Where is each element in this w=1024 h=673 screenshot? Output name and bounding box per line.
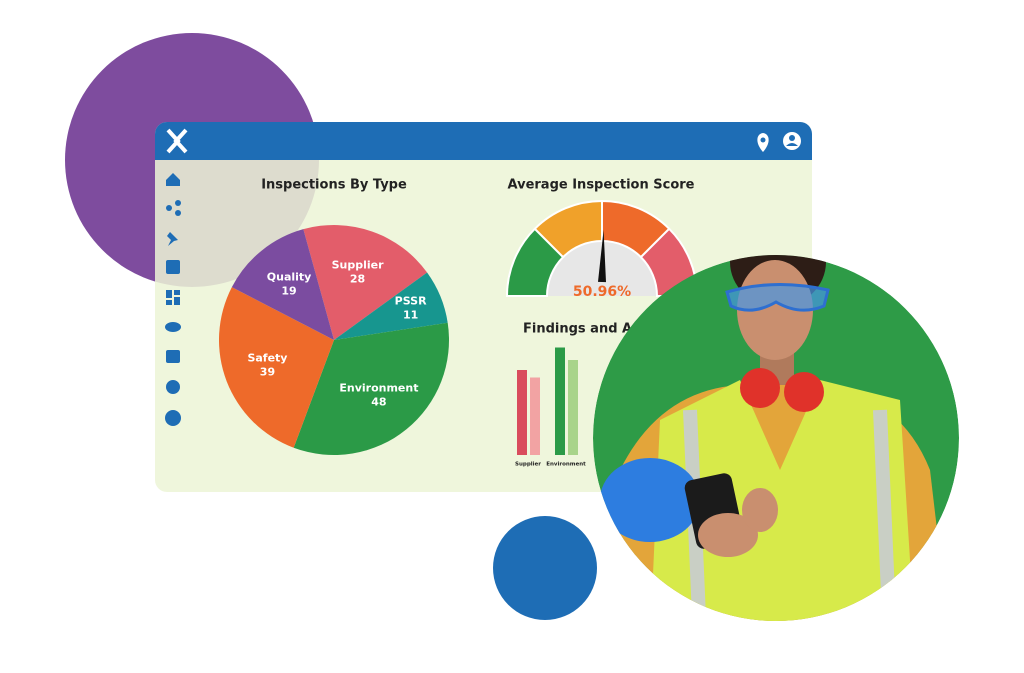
charts: Supplier28PSSR11Environment48Safety39Qua… bbox=[219, 199, 699, 468]
pie-slice bbox=[303, 225, 428, 340]
eye-icon[interactable] bbox=[165, 322, 181, 332]
dashboard-icon[interactable] bbox=[166, 290, 180, 305]
slice-value: 11 bbox=[403, 309, 418, 322]
bar bbox=[555, 347, 565, 455]
worker-photo bbox=[593, 255, 959, 621]
pie-slice bbox=[334, 272, 448, 340]
slice-value: 19 bbox=[281, 285, 296, 298]
slice-label: Safety bbox=[247, 352, 287, 365]
bar bbox=[517, 370, 527, 455]
bar bbox=[568, 360, 578, 455]
logo[interactable] bbox=[166, 128, 188, 154]
x-tick-label: Supplier bbox=[515, 462, 541, 468]
slice-label: Quality bbox=[267, 271, 312, 284]
header-bar bbox=[155, 122, 812, 160]
decor-circle bbox=[493, 516, 597, 620]
slice-label: PSSR bbox=[395, 295, 427, 308]
settings-icon[interactable] bbox=[166, 380, 180, 394]
chart-title: Average Inspection Score bbox=[508, 178, 695, 193]
gauge-value: 50.96% bbox=[573, 284, 631, 300]
pie-slice bbox=[293, 322, 449, 456]
calendar-icon[interactable] bbox=[166, 350, 180, 363]
slice-label: Environment bbox=[339, 381, 418, 394]
pie-slice bbox=[231, 229, 334, 340]
home-icon[interactable] bbox=[166, 173, 180, 186]
check-icon[interactable] bbox=[166, 260, 180, 274]
slice-value: 28 bbox=[350, 273, 365, 286]
slice-value: 39 bbox=[260, 366, 275, 379]
chart-title: Inspections By Type bbox=[261, 178, 407, 193]
bar bbox=[530, 377, 540, 455]
pie-slice bbox=[219, 287, 334, 448]
pin-icon[interactable] bbox=[167, 232, 178, 246]
x-tick-label: Environment bbox=[546, 462, 586, 468]
user-head bbox=[789, 135, 795, 141]
gauge-needle bbox=[598, 230, 606, 283]
slice-value: 48 bbox=[371, 395, 386, 408]
slice-label: Supplier bbox=[332, 259, 385, 272]
location-dot bbox=[760, 137, 766, 143]
help-icon[interactable] bbox=[165, 410, 181, 426]
share-icon[interactable] bbox=[166, 200, 181, 216]
user-body bbox=[786, 143, 798, 146]
sidebar bbox=[165, 173, 181, 426]
